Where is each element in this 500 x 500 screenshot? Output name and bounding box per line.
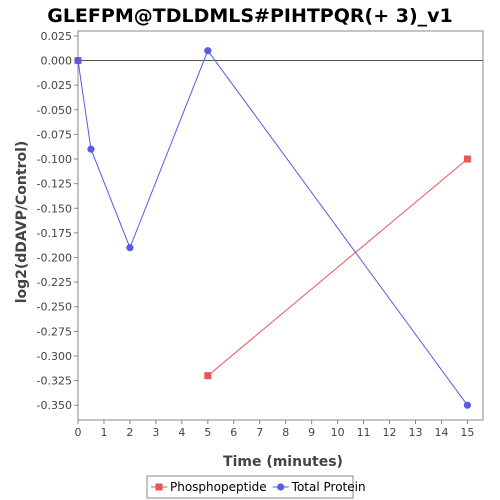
x-tick-label: 3: [152, 426, 159, 439]
legend: Phosphopeptide Total Protein: [146, 475, 366, 499]
x-tick-label: 4: [178, 426, 185, 439]
x-tick-label: 6: [230, 426, 237, 439]
x-tick-label: 13: [409, 426, 423, 439]
x-tick-label: 2: [126, 426, 133, 439]
data-point-circle: [463, 401, 472, 409]
y-tick-label: 0.000: [41, 55, 73, 68]
data-point-square: [463, 155, 471, 163]
x-tick-label: 8: [282, 426, 289, 439]
y-tick-label: -0.350: [37, 399, 72, 412]
x-tick-label: 1: [100, 426, 107, 439]
data-point-circle: [204, 47, 212, 55]
y-tick-label: -0.250: [37, 301, 72, 314]
y-tick-label: -0.300: [37, 350, 72, 363]
x-tick-label: 15: [460, 426, 474, 439]
y-tick-label: -0.225: [37, 276, 72, 289]
y-axis-label: log2(dDAVP/Control): [14, 141, 30, 304]
y-tick-label: -0.075: [37, 128, 72, 141]
legend-marker-square: [155, 483, 163, 491]
x-tick-label: 0: [75, 426, 82, 439]
y-tick-label: -0.150: [37, 202, 72, 215]
x-tick-label: 11: [357, 426, 371, 439]
y-tick-label: -0.100: [37, 153, 72, 166]
data-point-square: [204, 372, 212, 380]
legend-marker-circle: [277, 483, 285, 491]
data-point-circle: [87, 145, 95, 153]
x-tick-label: 14: [434, 426, 448, 439]
legend-label: Phosphopeptide: [170, 480, 267, 494]
x-tick-label: 12: [383, 426, 397, 439]
y-tick-label: -0.325: [37, 375, 72, 388]
x-axis-label: Time (minutes): [223, 454, 343, 470]
chart-title: GLEFPM@TDLDMLS#PIHTPQR(+ 3)_v1: [47, 5, 453, 27]
y-tick-label: -0.175: [37, 227, 72, 240]
plot-frame: [77, 30, 484, 421]
plot-area: 0.025 0.000 -0.025 -0.050 -0.075 -0.100 -0.125…: [37, 30, 484, 439]
y-tick-label: -0.275: [37, 325, 72, 338]
series-line: [207, 158, 468, 377]
legend-box: [146, 475, 354, 499]
y-tick-label: -0.050: [37, 104, 72, 117]
y-tick-label: 0.025: [41, 30, 73, 43]
x-tick-label: 7: [256, 426, 263, 439]
legend-label: Total Protein: [291, 480, 366, 494]
data-point-circle: [126, 244, 134, 252]
x-tick-label: 10: [331, 426, 345, 439]
x-tick-label: 9: [308, 426, 315, 439]
y-tick-label: -0.025: [37, 79, 72, 92]
data-point-circle: [74, 56, 82, 65]
y-tick-label: -0.125: [37, 178, 72, 191]
x-tick-label: 5: [204, 426, 211, 439]
y-tick-label: -0.200: [37, 252, 72, 265]
